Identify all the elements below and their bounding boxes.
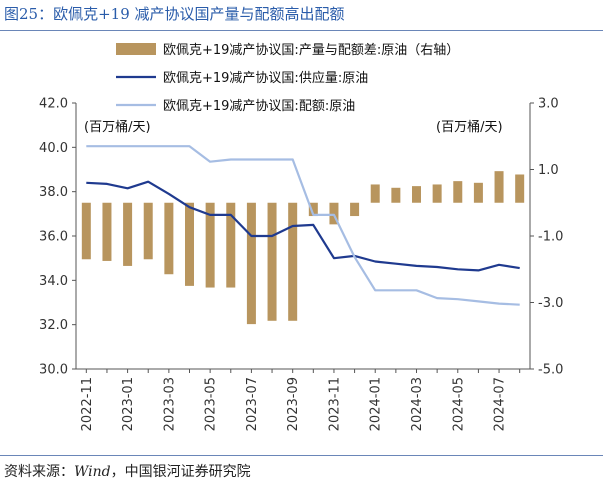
title-divider <box>0 30 603 31</box>
bar-production-quota-diff <box>412 186 421 203</box>
left-tick-label: 38.0 <box>39 185 68 200</box>
footer-divider <box>0 455 603 456</box>
bar-production-quota-diff <box>432 184 442 203</box>
x-tick-label: 2023-07 <box>245 377 260 431</box>
right-axis-unit: (百万桶/天) <box>436 120 503 135</box>
bar-production-quota-diff <box>515 174 525 203</box>
bar-production-quota-diff <box>164 202 174 275</box>
right-tick-label: -3.0 <box>538 296 563 311</box>
left-tick-label: 40.0 <box>39 141 68 156</box>
bar-production-quota-diff <box>205 202 215 288</box>
left-axis-unit: (百万桶/天) <box>84 120 151 135</box>
bar-production-quota-diff <box>246 202 256 325</box>
bar-production-quota-diff <box>143 202 153 260</box>
source-note: 资料来源：Wind，中国银河证券研究院 <box>4 461 251 481</box>
figure-title: 图25：欧佩克+19 减产协议国产量与配额高出配额 <box>4 5 345 23</box>
legend-label: 欧佩克+19减产协议国:配额:原油 <box>163 99 355 114</box>
x-tick-label: 2023-03 <box>162 377 177 431</box>
bar-production-quota-diff <box>123 202 133 266</box>
line-supply <box>86 180 520 272</box>
x-tick-label: 2023-05 <box>204 377 219 431</box>
x-tick-label: 2024-01 <box>369 377 384 431</box>
x-tick-label: 2023-09 <box>286 377 301 431</box>
bar-production-quota-diff <box>102 202 112 261</box>
right-tick-label: 3.0 <box>538 97 559 112</box>
bar-production-quota-diff <box>391 187 401 203</box>
bar-production-quota-diff <box>350 202 360 217</box>
right-tick-label: -1.0 <box>538 230 563 245</box>
left-tick-label: 36.0 <box>39 230 68 245</box>
bar-production-quota-diff <box>226 202 236 288</box>
legend-label: 欧佩克+19减产协议国:产量与配额差:原油（右轴） <box>163 43 459 58</box>
bar-production-quota-diff <box>370 184 380 203</box>
left-tick-label: 42.0 <box>39 97 68 112</box>
source-suffix: ，中国银河证券研究院 <box>110 464 251 480</box>
x-tick-label: 2024-07 <box>493 377 508 431</box>
right-tick-label: 1.0 <box>538 163 559 178</box>
legend-swatch-bar <box>116 43 156 55</box>
x-tick-label: 2024-03 <box>410 377 425 431</box>
line-quota <box>86 145 520 306</box>
bar-production-quota-diff <box>453 181 463 203</box>
bar-production-quota-diff <box>329 202 339 225</box>
bar-production-quota-diff <box>81 202 91 260</box>
x-tick-label: 2023-11 <box>327 377 342 431</box>
x-tick-label: 2024-05 <box>451 377 466 431</box>
bar-production-quota-diff <box>267 202 277 321</box>
left-tick-label: 30.0 <box>39 363 68 378</box>
bar-production-quota-diff <box>473 182 483 203</box>
bar-production-quota-diff <box>288 202 298 321</box>
bar-production-quota-diff <box>494 171 504 203</box>
legend-label: 欧佩克+19减产协议国:供应量:原油 <box>163 70 368 86</box>
x-tick-label: 2022-11 <box>80 377 95 431</box>
right-tick-label: -5.0 <box>538 363 563 378</box>
bar-production-quota-diff <box>185 202 194 286</box>
left-tick-label: 34.0 <box>39 274 68 289</box>
x-tick-label: 2023-01 <box>121 377 136 431</box>
source-prefix: 资料来源： <box>4 464 74 480</box>
source-italic: Wind <box>74 464 111 480</box>
bar-production-quota-diff <box>308 202 318 217</box>
left-tick-label: 32.0 <box>39 318 68 333</box>
